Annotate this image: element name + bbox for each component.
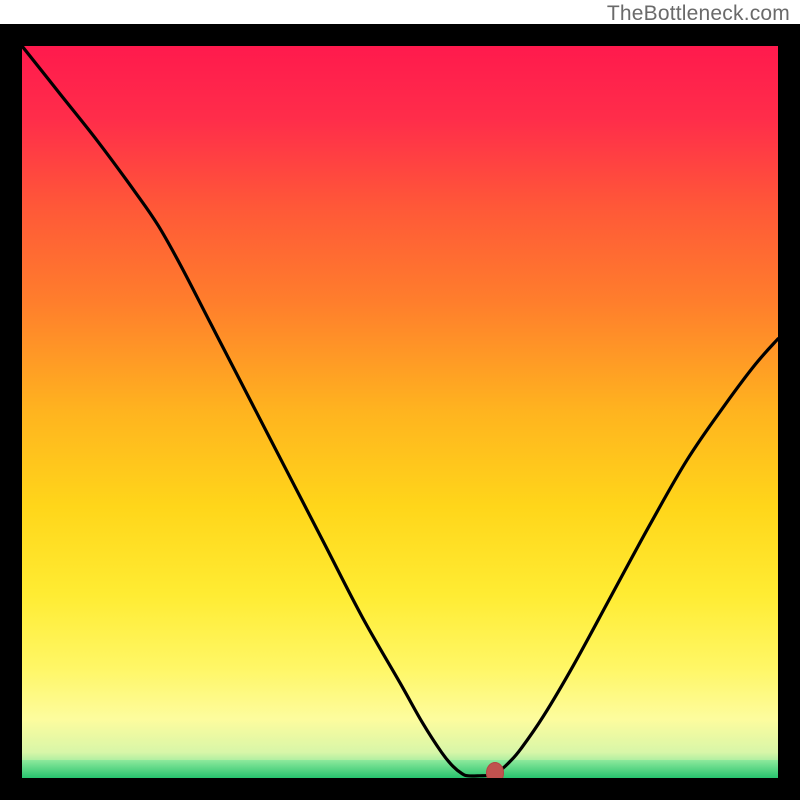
plot-area xyxy=(22,46,778,778)
bottleneck-curve xyxy=(22,46,778,776)
chart-frame: TheBottleneck.com xyxy=(0,0,800,800)
bottleneck-curve-svg xyxy=(22,46,778,778)
current-config-marker xyxy=(486,762,504,778)
watermark-text: TheBottleneck.com xyxy=(607,2,790,26)
